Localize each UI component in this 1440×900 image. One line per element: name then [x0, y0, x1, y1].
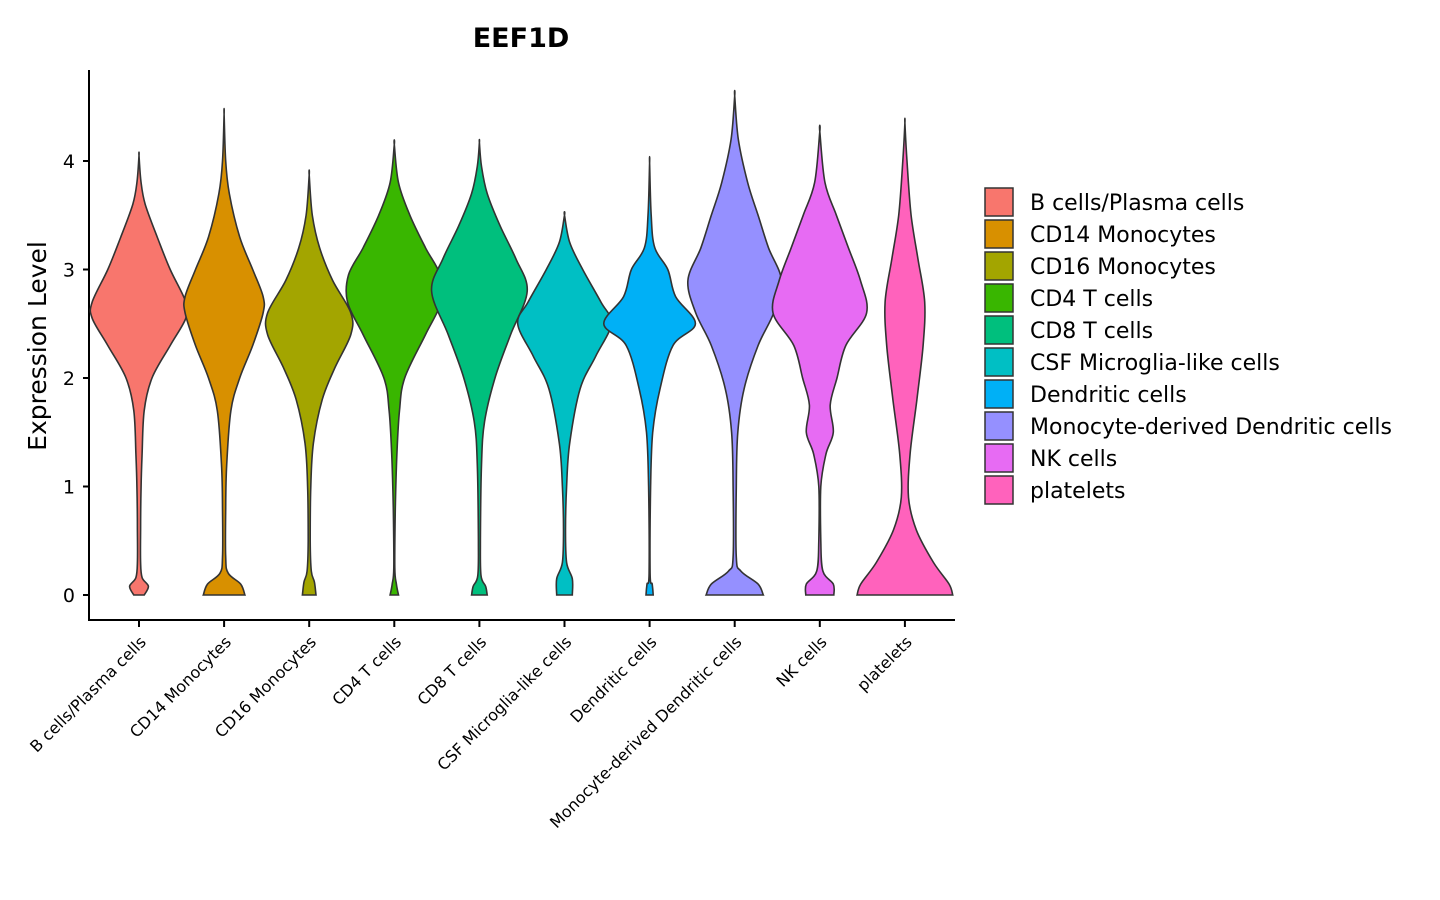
y-tick-label: 2	[63, 368, 75, 390]
legend-swatch	[984, 443, 1014, 473]
legend-swatch	[984, 251, 1014, 281]
x-tick-label: B cells/Plasma cells	[26, 632, 150, 756]
chart-title: EEF1D	[473, 23, 570, 54]
legend-swatch	[984, 219, 1014, 249]
x-tick-label: CD8 T cells	[414, 632, 491, 709]
violin-dendritic-cells	[602, 155, 697, 596]
violin-b-cells-plasma-cells	[89, 151, 189, 596]
legend-label: CSF Microglia-like cells	[1030, 351, 1280, 376]
y-tick-label: 3	[63, 260, 75, 282]
x-tick-label: CD4 T cells	[328, 632, 405, 709]
legend-swatch	[984, 347, 1014, 377]
legend-label: platelets	[1030, 479, 1125, 504]
y-tick-label: 4	[63, 151, 75, 173]
y-axis-label: Expression Level	[23, 241, 52, 451]
legend-item-platelets: platelets	[984, 475, 1125, 505]
legend-swatch	[984, 475, 1014, 505]
legend-label: CD16 Monocytes	[1030, 255, 1216, 280]
x-tick-label: NK cells	[772, 632, 830, 690]
legend-swatch	[984, 187, 1014, 217]
legend-label: CD8 T cells	[1030, 319, 1153, 344]
violin-group	[89, 89, 954, 596]
violin-cd14-monocytes	[183, 107, 266, 596]
legend-item-cd16-monocytes: CD16 Monocytes	[984, 251, 1216, 281]
x-tick-label: platelets	[853, 632, 916, 695]
y-axis-ticks: 0 1 2 3 4	[63, 151, 89, 607]
legend-label: B cells/Plasma cells	[1030, 191, 1244, 216]
violin-csf-microglia-like-cells	[516, 211, 613, 596]
y-tick-label: 1	[63, 477, 75, 499]
legend-swatch	[984, 411, 1014, 441]
violin-nk-cells	[771, 124, 868, 596]
violin-monocyte-derived-dendritic-cells	[687, 89, 783, 596]
legend-item-cd8-t-cells: CD8 T cells	[984, 315, 1153, 345]
legend-label: CD14 Monocytes	[1030, 223, 1216, 248]
violin-platelets	[855, 117, 954, 596]
legend-item-monocyte-derived-dendritic-cells: Monocyte-derived Dendritic cells	[984, 411, 1392, 441]
legend-label: CD4 T cells	[1030, 287, 1153, 312]
legend-label: Dendritic cells	[1030, 383, 1187, 408]
x-tick-label: Dendritic cells	[566, 632, 660, 726]
legend-swatch	[984, 379, 1014, 409]
y-tick-label: 0	[63, 585, 75, 607]
legend-label: NK cells	[1030, 447, 1117, 472]
violin-cd16-monocytes	[264, 169, 354, 596]
legend-item-csf-microglia-like-cells: CSF Microglia-like cells	[984, 347, 1280, 377]
legend-label: Monocyte-derived Dendritic cells	[1030, 415, 1392, 440]
legend-item-dendritic-cells: Dendritic cells	[984, 379, 1187, 409]
legend-item-b-cells-plasma-cells: B cells/Plasma cells	[984, 187, 1244, 217]
legend-item-nk-cells: NK cells	[984, 443, 1117, 473]
legend-swatch	[984, 315, 1014, 345]
legend: B cells/Plasma cells CD14 Monocytes CD16 M…	[984, 187, 1392, 505]
violin-cd4-t-cells	[345, 139, 444, 596]
violin-cd8-t-cells	[430, 138, 529, 596]
x-tick-label: Monocyte-derived Dendritic cells	[546, 632, 746, 832]
legend-swatch	[984, 283, 1014, 313]
legend-item-cd14-monocytes: CD14 Monocytes	[984, 219, 1216, 249]
legend-item-cd4-t-cells: CD4 T cells	[984, 283, 1153, 313]
